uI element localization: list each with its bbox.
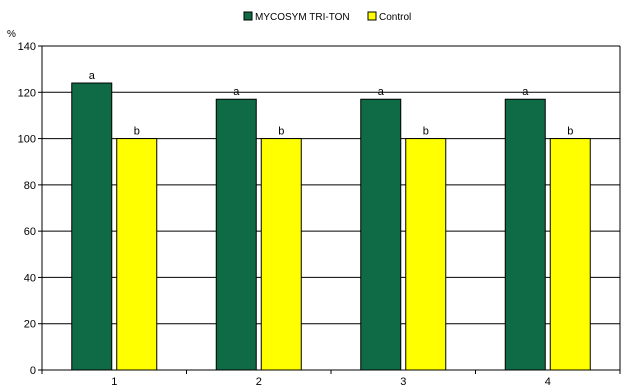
y-tick-label: 40 [24, 272, 36, 284]
data-label: a [378, 86, 385, 98]
data-label: b [423, 126, 429, 138]
y-tick-label: 120 [18, 87, 36, 99]
legend-swatch [367, 11, 377, 21]
y-axis-label: % [7, 29, 16, 40]
legend-label: Control [379, 12, 411, 23]
y-tick-label: 80 [24, 180, 36, 192]
bar [504, 98, 546, 371]
y-tick-label: 140 [18, 41, 36, 53]
bars: a b a b a b a b [71, 70, 591, 371]
y-tick-label: 20 [24, 319, 36, 331]
legend-swatch [243, 11, 253, 21]
y-tick-label: 0 [30, 365, 36, 377]
y-tick-label: 60 [24, 226, 36, 238]
bar [71, 82, 113, 371]
data-label: b [567, 126, 573, 138]
data-label: a [522, 86, 529, 98]
x-tick-label: 3 [400, 376, 406, 388]
x-tick-label: 2 [256, 376, 262, 388]
data-label: a [233, 86, 240, 98]
bar [215, 98, 257, 371]
bar [549, 138, 591, 371]
bar [116, 138, 158, 371]
y-tick-label: 100 [18, 134, 36, 146]
axes: 0 20 40 60 80 100 120 140 1 2 3 4 [18, 41, 621, 388]
data-label: b [134, 126, 140, 138]
data-label: b [278, 126, 284, 138]
legend-label: MYCOSYM TRI-TON [255, 12, 350, 23]
x-tick-label: 4 [545, 376, 551, 388]
data-label: a [89, 70, 96, 82]
bar [405, 138, 447, 371]
chart-legend: MYCOSYM TRI-TON Control [243, 11, 411, 23]
bar [360, 98, 402, 371]
bar [260, 138, 302, 371]
x-tick-label: 1 [111, 376, 117, 388]
